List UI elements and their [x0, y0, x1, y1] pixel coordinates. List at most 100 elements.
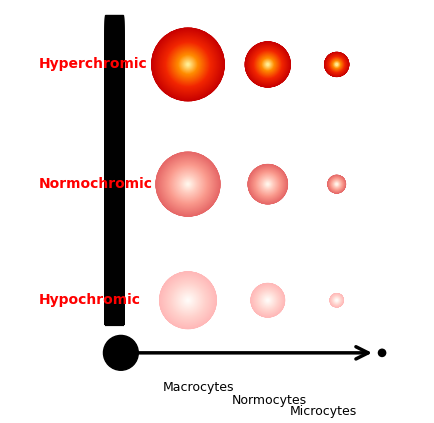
Circle shape	[251, 168, 285, 201]
Circle shape	[161, 273, 215, 327]
Circle shape	[160, 272, 216, 328]
Circle shape	[265, 297, 270, 303]
Circle shape	[175, 171, 201, 197]
Circle shape	[185, 297, 191, 303]
Circle shape	[330, 177, 344, 191]
Circle shape	[335, 182, 339, 186]
Circle shape	[265, 297, 271, 303]
Circle shape	[166, 162, 210, 206]
Circle shape	[327, 55, 347, 74]
Circle shape	[180, 176, 196, 192]
Bar	[105, 202, 123, 324]
Circle shape	[327, 55, 346, 74]
Circle shape	[330, 177, 343, 191]
Circle shape	[336, 299, 338, 301]
Circle shape	[258, 55, 277, 74]
Circle shape	[333, 297, 340, 304]
Bar	[105, 61, 123, 324]
Circle shape	[332, 296, 341, 305]
Circle shape	[168, 280, 209, 321]
Circle shape	[256, 172, 279, 196]
Circle shape	[331, 178, 343, 190]
Circle shape	[257, 173, 279, 195]
Circle shape	[178, 54, 198, 74]
Bar	[105, 85, 123, 324]
Circle shape	[154, 30, 222, 99]
Bar	[105, 127, 123, 324]
Circle shape	[255, 172, 280, 197]
Circle shape	[251, 167, 285, 201]
Circle shape	[263, 296, 273, 305]
Circle shape	[175, 51, 201, 78]
Circle shape	[183, 296, 193, 305]
Circle shape	[260, 176, 275, 192]
Circle shape	[181, 293, 195, 308]
Bar	[105, 144, 123, 324]
Circle shape	[167, 163, 209, 205]
Circle shape	[330, 58, 344, 71]
Circle shape	[185, 61, 191, 68]
Circle shape	[260, 56, 276, 73]
Circle shape	[333, 297, 341, 304]
Circle shape	[335, 298, 339, 302]
Circle shape	[245, 42, 290, 87]
Circle shape	[251, 48, 284, 81]
Circle shape	[329, 57, 344, 72]
Circle shape	[169, 282, 207, 319]
Circle shape	[256, 173, 279, 195]
Circle shape	[259, 176, 276, 193]
Circle shape	[254, 170, 282, 198]
Bar	[105, 283, 123, 324]
Circle shape	[180, 292, 196, 308]
Circle shape	[330, 294, 343, 307]
Circle shape	[174, 286, 202, 314]
Bar	[105, 187, 123, 324]
Bar	[105, 239, 123, 324]
Circle shape	[166, 43, 210, 86]
Circle shape	[187, 299, 189, 302]
Circle shape	[172, 285, 204, 316]
Circle shape	[256, 288, 280, 313]
Circle shape	[332, 295, 342, 305]
Circle shape	[253, 286, 282, 315]
Circle shape	[167, 163, 209, 205]
Circle shape	[333, 61, 340, 68]
Circle shape	[265, 181, 270, 187]
Circle shape	[160, 272, 216, 328]
Circle shape	[181, 57, 195, 72]
Circle shape	[335, 299, 339, 302]
Circle shape	[169, 281, 207, 319]
Circle shape	[267, 299, 269, 301]
Circle shape	[156, 152, 220, 216]
Circle shape	[164, 40, 212, 89]
Circle shape	[187, 299, 188, 301]
Circle shape	[263, 179, 273, 189]
Circle shape	[156, 32, 220, 96]
Circle shape	[333, 296, 341, 304]
Circle shape	[332, 295, 342, 305]
Circle shape	[160, 156, 216, 212]
Circle shape	[250, 46, 286, 82]
Circle shape	[250, 47, 285, 82]
Circle shape	[259, 55, 277, 73]
Bar	[105, 258, 123, 324]
Circle shape	[332, 180, 341, 189]
Circle shape	[254, 50, 282, 78]
Circle shape	[184, 297, 191, 304]
Circle shape	[266, 298, 270, 302]
Circle shape	[328, 55, 346, 74]
Circle shape	[184, 181, 191, 188]
Circle shape	[160, 272, 216, 328]
Circle shape	[260, 292, 276, 308]
Circle shape	[174, 50, 202, 79]
Circle shape	[329, 57, 345, 72]
Circle shape	[247, 44, 288, 85]
Circle shape	[178, 55, 197, 74]
Circle shape	[256, 172, 280, 197]
Circle shape	[252, 48, 284, 81]
Bar	[105, 142, 123, 324]
Circle shape	[251, 284, 284, 317]
Circle shape	[331, 179, 342, 190]
Circle shape	[328, 55, 346, 74]
Circle shape	[335, 299, 338, 302]
